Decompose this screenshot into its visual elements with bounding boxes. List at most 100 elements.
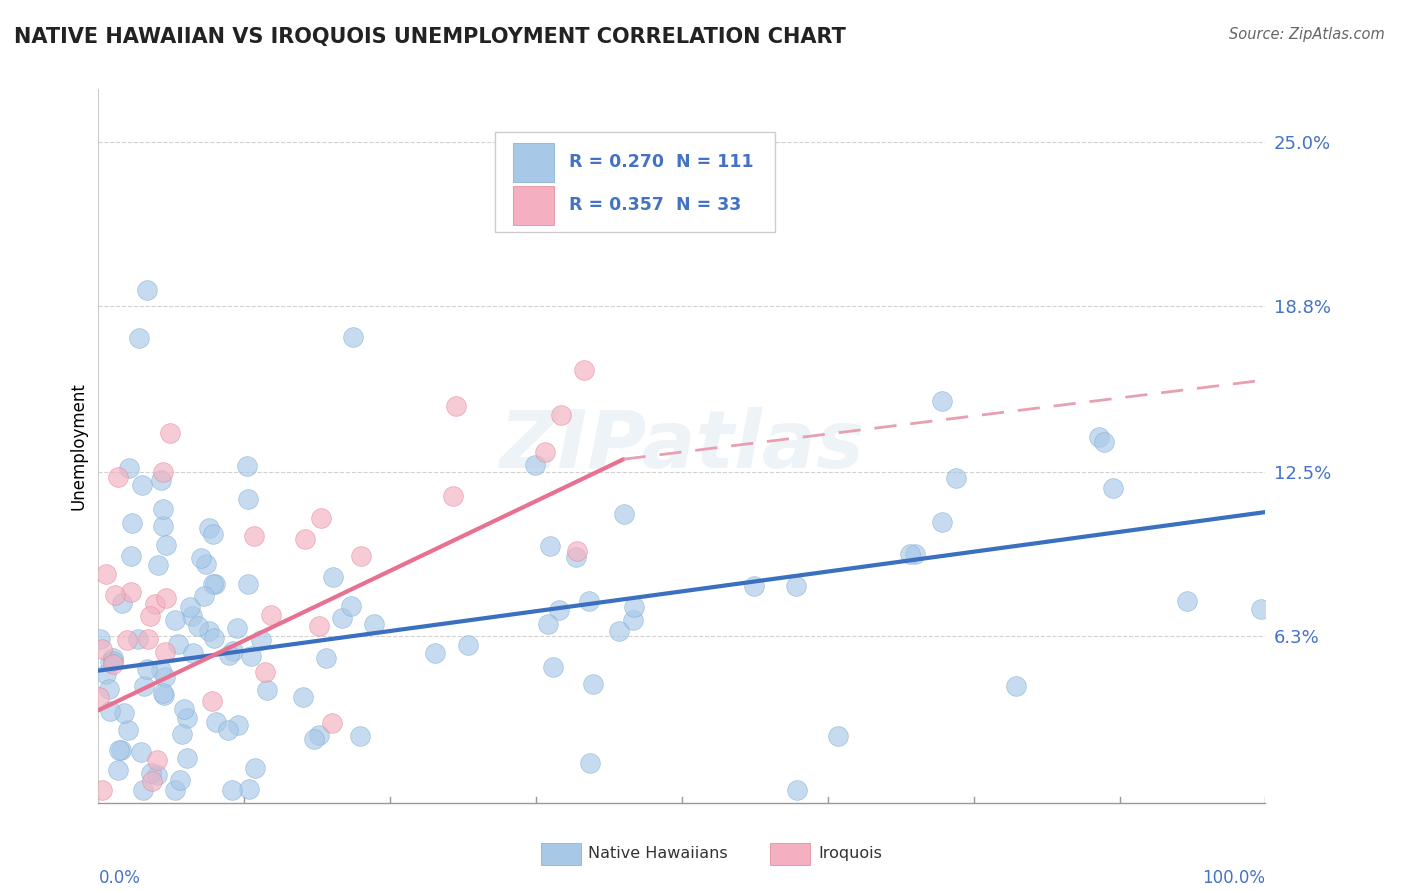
Point bbox=[153, 644, 176, 658]
Point bbox=[291, 690, 314, 704]
Point bbox=[89, 632, 111, 646]
Point bbox=[1175, 594, 1198, 608]
Point bbox=[152, 501, 174, 516]
Text: Source: ZipAtlas.com: Source: ZipAtlas.com bbox=[1229, 27, 1385, 42]
Point bbox=[253, 665, 276, 679]
Point bbox=[294, 532, 316, 546]
Text: Iroquois: Iroquois bbox=[818, 847, 882, 861]
Point bbox=[159, 425, 181, 440]
Point bbox=[201, 527, 224, 541]
Point bbox=[176, 751, 198, 765]
Point bbox=[195, 557, 218, 571]
Point bbox=[94, 566, 117, 581]
Point bbox=[145, 768, 167, 782]
Point bbox=[183, 646, 205, 660]
Point bbox=[117, 723, 139, 737]
Point bbox=[110, 743, 132, 757]
Point bbox=[238, 781, 260, 796]
Point bbox=[342, 329, 364, 343]
Point bbox=[201, 576, 224, 591]
Point bbox=[204, 577, 226, 591]
Point bbox=[107, 743, 129, 757]
Point bbox=[190, 550, 212, 565]
Point bbox=[98, 655, 121, 669]
Text: R = 0.270: R = 0.270 bbox=[568, 153, 664, 171]
Point bbox=[260, 607, 283, 622]
Point bbox=[176, 711, 198, 725]
Point bbox=[330, 611, 353, 625]
Point bbox=[322, 569, 344, 583]
Point bbox=[565, 550, 588, 565]
Point bbox=[537, 617, 560, 632]
Point bbox=[1101, 481, 1123, 495]
Point bbox=[107, 763, 129, 777]
Point bbox=[103, 588, 125, 602]
Point bbox=[582, 677, 605, 691]
Point bbox=[198, 521, 221, 535]
Text: N = 111: N = 111 bbox=[676, 153, 754, 171]
Point bbox=[607, 624, 630, 639]
Point bbox=[572, 363, 595, 377]
Point bbox=[578, 594, 600, 608]
Point bbox=[243, 529, 266, 543]
Point bbox=[538, 540, 561, 554]
Point bbox=[363, 616, 385, 631]
FancyBboxPatch shape bbox=[513, 186, 554, 225]
Point bbox=[121, 516, 143, 531]
Y-axis label: Unemployment: Unemployment bbox=[69, 382, 87, 510]
Point bbox=[101, 657, 124, 671]
Point bbox=[931, 515, 953, 529]
Point bbox=[221, 782, 243, 797]
Point bbox=[340, 599, 363, 613]
Point bbox=[548, 603, 571, 617]
Point bbox=[786, 782, 808, 797]
Point bbox=[1092, 435, 1115, 450]
Point bbox=[103, 654, 125, 668]
Point bbox=[149, 663, 172, 677]
Point bbox=[153, 670, 176, 684]
Point bbox=[423, 646, 446, 660]
Point bbox=[785, 578, 807, 592]
Point bbox=[139, 766, 162, 780]
Point bbox=[579, 756, 602, 771]
Point bbox=[136, 662, 159, 676]
Point bbox=[173, 702, 195, 716]
Point bbox=[139, 609, 162, 624]
Text: 0.0%: 0.0% bbox=[98, 869, 141, 887]
FancyBboxPatch shape bbox=[495, 132, 775, 232]
Point bbox=[150, 473, 173, 487]
Point bbox=[155, 538, 177, 552]
Point bbox=[1005, 679, 1028, 693]
Point bbox=[170, 727, 193, 741]
Point bbox=[120, 549, 142, 563]
Point bbox=[205, 714, 228, 729]
Point bbox=[166, 636, 188, 650]
Point bbox=[226, 621, 249, 635]
Text: N = 33: N = 33 bbox=[676, 196, 741, 214]
Point bbox=[250, 633, 273, 648]
Point bbox=[621, 613, 644, 627]
Point bbox=[222, 644, 245, 658]
Text: Native Hawaiians: Native Hawaiians bbox=[588, 847, 727, 861]
Point bbox=[239, 648, 262, 663]
Point bbox=[350, 549, 373, 564]
Point bbox=[543, 659, 565, 673]
Point bbox=[101, 651, 124, 665]
Point bbox=[131, 478, 153, 492]
Point bbox=[146, 558, 169, 572]
Text: NATIVE HAWAIIAN VS IROQUOIS UNEMPLOYMENT CORRELATION CHART: NATIVE HAWAIIAN VS IROQUOIS UNEMPLOYMENT… bbox=[14, 27, 846, 46]
Point bbox=[181, 609, 204, 624]
Point bbox=[441, 489, 464, 503]
Point bbox=[127, 632, 149, 647]
Point bbox=[457, 638, 479, 652]
Point bbox=[1088, 430, 1111, 444]
Point bbox=[931, 394, 953, 409]
Point bbox=[302, 731, 325, 746]
Text: 100.0%: 100.0% bbox=[1202, 869, 1265, 887]
Point bbox=[349, 729, 371, 743]
Point bbox=[165, 613, 187, 627]
Text: ZIPatlas: ZIPatlas bbox=[499, 407, 865, 485]
Point bbox=[444, 400, 467, 414]
Point bbox=[236, 577, 259, 591]
Point bbox=[827, 730, 849, 744]
